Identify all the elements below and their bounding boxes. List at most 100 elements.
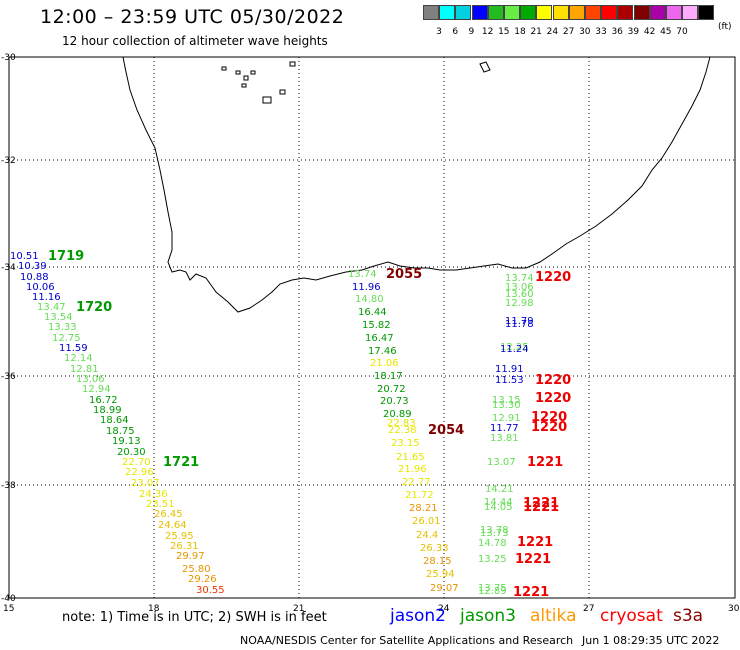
- wave-height-label: 13.30: [492, 400, 521, 411]
- wave-height-label: 11.53: [495, 375, 524, 386]
- wave-height-label: 26.31: [170, 541, 199, 552]
- scale-label: 6: [452, 27, 459, 37]
- wave-height-label: 23.07: [131, 478, 160, 489]
- scale-swatch: [568, 5, 585, 20]
- pass-time-label: 1220: [535, 373, 571, 388]
- pass-time-label: 1221: [527, 455, 563, 470]
- legend-jason3: jason3: [460, 606, 516, 626]
- map-title: 12:00 – 23:59 UTC 05/30/2022: [40, 6, 345, 28]
- lon-label-27: 27: [583, 604, 594, 614]
- wave-height-label: 22.70: [122, 457, 151, 468]
- pass-time-label: 1220: [531, 410, 567, 425]
- wave-height-label: 13.74: [505, 273, 534, 284]
- pass-time-label: 2055: [386, 267, 422, 282]
- wave-height-label: 11.24: [500, 344, 529, 355]
- wave-height-label: 12.91: [492, 413, 521, 424]
- wave-height-label: 23.15: [391, 438, 420, 449]
- coastline: [122, 56, 711, 313]
- wave-height-label: 28.21: [409, 503, 438, 514]
- wave-height-label: 12.89: [478, 586, 507, 597]
- wave-height-label: 10.39: [18, 261, 47, 272]
- lat-label-36: -36: [1, 372, 16, 382]
- map-subtitle: 12 hour collection of altimeter wave hei…: [62, 34, 328, 48]
- wave-height-label: 20.73: [380, 396, 409, 407]
- wave-height-label: 14.78: [478, 538, 507, 549]
- wave-height-label: 14.05: [484, 502, 513, 513]
- wave-height-label: 22.96: [125, 467, 154, 478]
- wave-height-label: 13.60: [505, 289, 534, 300]
- pass-time-label: 1221: [513, 585, 549, 600]
- scale-label: 3: [436, 27, 442, 37]
- footer-credit: NOAA/NESDIS Center for Satellite Applica…: [240, 634, 574, 647]
- wave-height-label: 11.77: [490, 423, 519, 434]
- wave-height-label: 25.95: [165, 531, 194, 542]
- wave-height-label: 21.06: [370, 358, 399, 369]
- wave-height-label: 13.33: [48, 322, 77, 333]
- wave-height-label: 12.25: [500, 342, 529, 353]
- pass-time-label: 1720: [76, 300, 112, 315]
- pass-time-label: 1221: [515, 552, 551, 567]
- scale-label: 21: [530, 27, 542, 37]
- pass-time-label: 1221: [517, 535, 553, 550]
- scale-swatch: [617, 5, 634, 20]
- wave-height-label: 19.13: [112, 436, 141, 447]
- scale-swatch: [552, 5, 569, 20]
- wave-height-label: 13.81: [490, 433, 519, 444]
- scale-unit: (ft): [718, 22, 732, 32]
- legend-jason2: jason2: [390, 606, 446, 626]
- wave-height-label: 11.16: [32, 292, 61, 303]
- wave-height-label: 18.99: [93, 405, 122, 416]
- pass-time-label: 1719: [48, 249, 84, 264]
- wave-height-label: 13.54: [44, 312, 73, 323]
- wave-height-label: 22.77: [402, 477, 431, 488]
- scale-swatch: [666, 5, 682, 20]
- scale-swatch: [585, 5, 601, 20]
- wave-height-label: 11.78: [505, 319, 534, 330]
- wave-height-label: 21.96: [398, 464, 427, 475]
- wave-height-label: 25.94: [426, 569, 455, 580]
- scale-swatch: [682, 5, 699, 20]
- wave-height-label: 29.26: [188, 574, 217, 585]
- wave-height-label: 20.30: [117, 447, 146, 458]
- lat-label-38: -38: [1, 481, 16, 491]
- wave-height-label: 13.75: [478, 583, 507, 594]
- wave-height-label: 13.06: [505, 282, 534, 293]
- wave-height-label: 13.07: [487, 457, 516, 468]
- wave-height-label: 26.45: [154, 509, 183, 520]
- wave-height-label: 13.73: [480, 528, 509, 539]
- legend-altika: altika: [530, 606, 577, 626]
- wave-height-label: 14.80: [355, 294, 384, 305]
- wave-height-label: 14.44: [484, 497, 513, 508]
- wave-height-label: 29.97: [176, 551, 205, 562]
- scale-label: 9: [468, 27, 475, 37]
- wave-height-label: 21.65: [396, 452, 425, 463]
- scale-swatch: [601, 5, 618, 20]
- scale-label: 39: [627, 27, 640, 37]
- graticule: [9, 57, 735, 598]
- legend-s3a: s3a: [673, 606, 704, 626]
- wave-height-label: 18.75: [106, 426, 135, 437]
- wave-height-label: 26.01: [412, 516, 441, 527]
- wave-height-label: 12.98: [505, 298, 534, 309]
- wave-height-label: 18.17: [374, 371, 403, 382]
- wave-height-label: 13.47: [37, 302, 66, 313]
- scale-swatch: [649, 5, 666, 20]
- lat-label-30: -30: [1, 53, 16, 63]
- scale-swatch: [423, 5, 439, 20]
- scale-swatch: [471, 5, 488, 20]
- wave-height-label: 12.81: [70, 364, 99, 375]
- lon-label-15: 15: [3, 604, 14, 614]
- scale-label: 30: [579, 27, 591, 37]
- wave-height-label: 25.80: [182, 564, 211, 575]
- wave-height-label: 11.96: [352, 282, 381, 293]
- wave-height-label: 23.51: [146, 499, 175, 510]
- wave-height-label: 13.25: [478, 554, 507, 565]
- pass-time-label: 1220: [535, 270, 571, 285]
- scale-swatch: [439, 5, 456, 20]
- map-frame: [8, 56, 736, 599]
- scale-label: 27: [562, 27, 575, 37]
- lat-label-32: -32: [1, 156, 16, 166]
- wave-height-label: 24.36: [139, 489, 168, 500]
- pass-time-label: 2054: [428, 423, 464, 438]
- wave-height-label: 22.83: [387, 418, 416, 429]
